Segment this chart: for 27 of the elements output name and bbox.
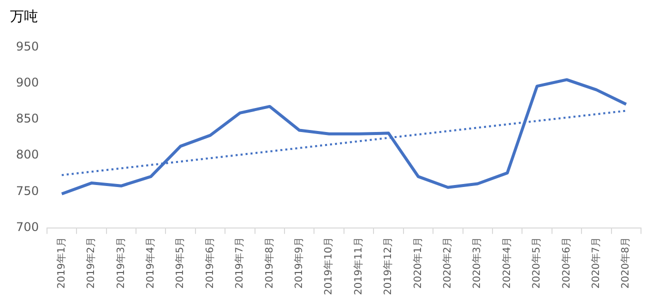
x-tick-label: 2019年8月 xyxy=(263,236,276,289)
x-tick-label: 2019年1月 xyxy=(55,236,68,289)
x-tick-label: 2019年9月 xyxy=(292,236,305,289)
y-tick-label: 800 xyxy=(16,148,39,162)
x-tick-label: 2020年3月 xyxy=(471,236,484,289)
x-tick-label: 2019年3月 xyxy=(114,236,127,289)
x-tick-label: 2020年7月 xyxy=(590,236,602,289)
x-tick-label: 2019年6月 xyxy=(204,236,216,289)
y-tick-label: 950 xyxy=(16,39,39,54)
x-tick-label: 2020年8月 xyxy=(620,236,632,289)
y-tick-label: 850 xyxy=(16,112,39,126)
x-tick-label: 2020年6月 xyxy=(560,236,572,289)
x-tick-label: 2019年5月 xyxy=(174,236,186,289)
x-tick-label: 2019年11月 xyxy=(352,236,364,296)
y-tick-label: 700 xyxy=(16,220,39,234)
x-tick-label: 2019年12月 xyxy=(382,236,394,296)
y-tick-label: 750 xyxy=(16,184,39,198)
x-tick-label: 2020年2月 xyxy=(442,236,454,289)
x-tick-label: 2020年1月 xyxy=(412,236,424,289)
y-axis-title: 万吨 xyxy=(9,8,39,27)
y-tick-label: 900 xyxy=(16,75,39,90)
x-tick-label: 2020年4月 xyxy=(500,236,513,289)
x-tick-label: 2019年10月 xyxy=(322,236,335,296)
x-tick-label: 2019年2月 xyxy=(85,236,98,289)
x-tick-label: 2020年5月 xyxy=(530,236,543,289)
x-tick-label: 2019年7月 xyxy=(234,236,246,289)
x-tick-label: 2019年4月 xyxy=(144,236,156,289)
